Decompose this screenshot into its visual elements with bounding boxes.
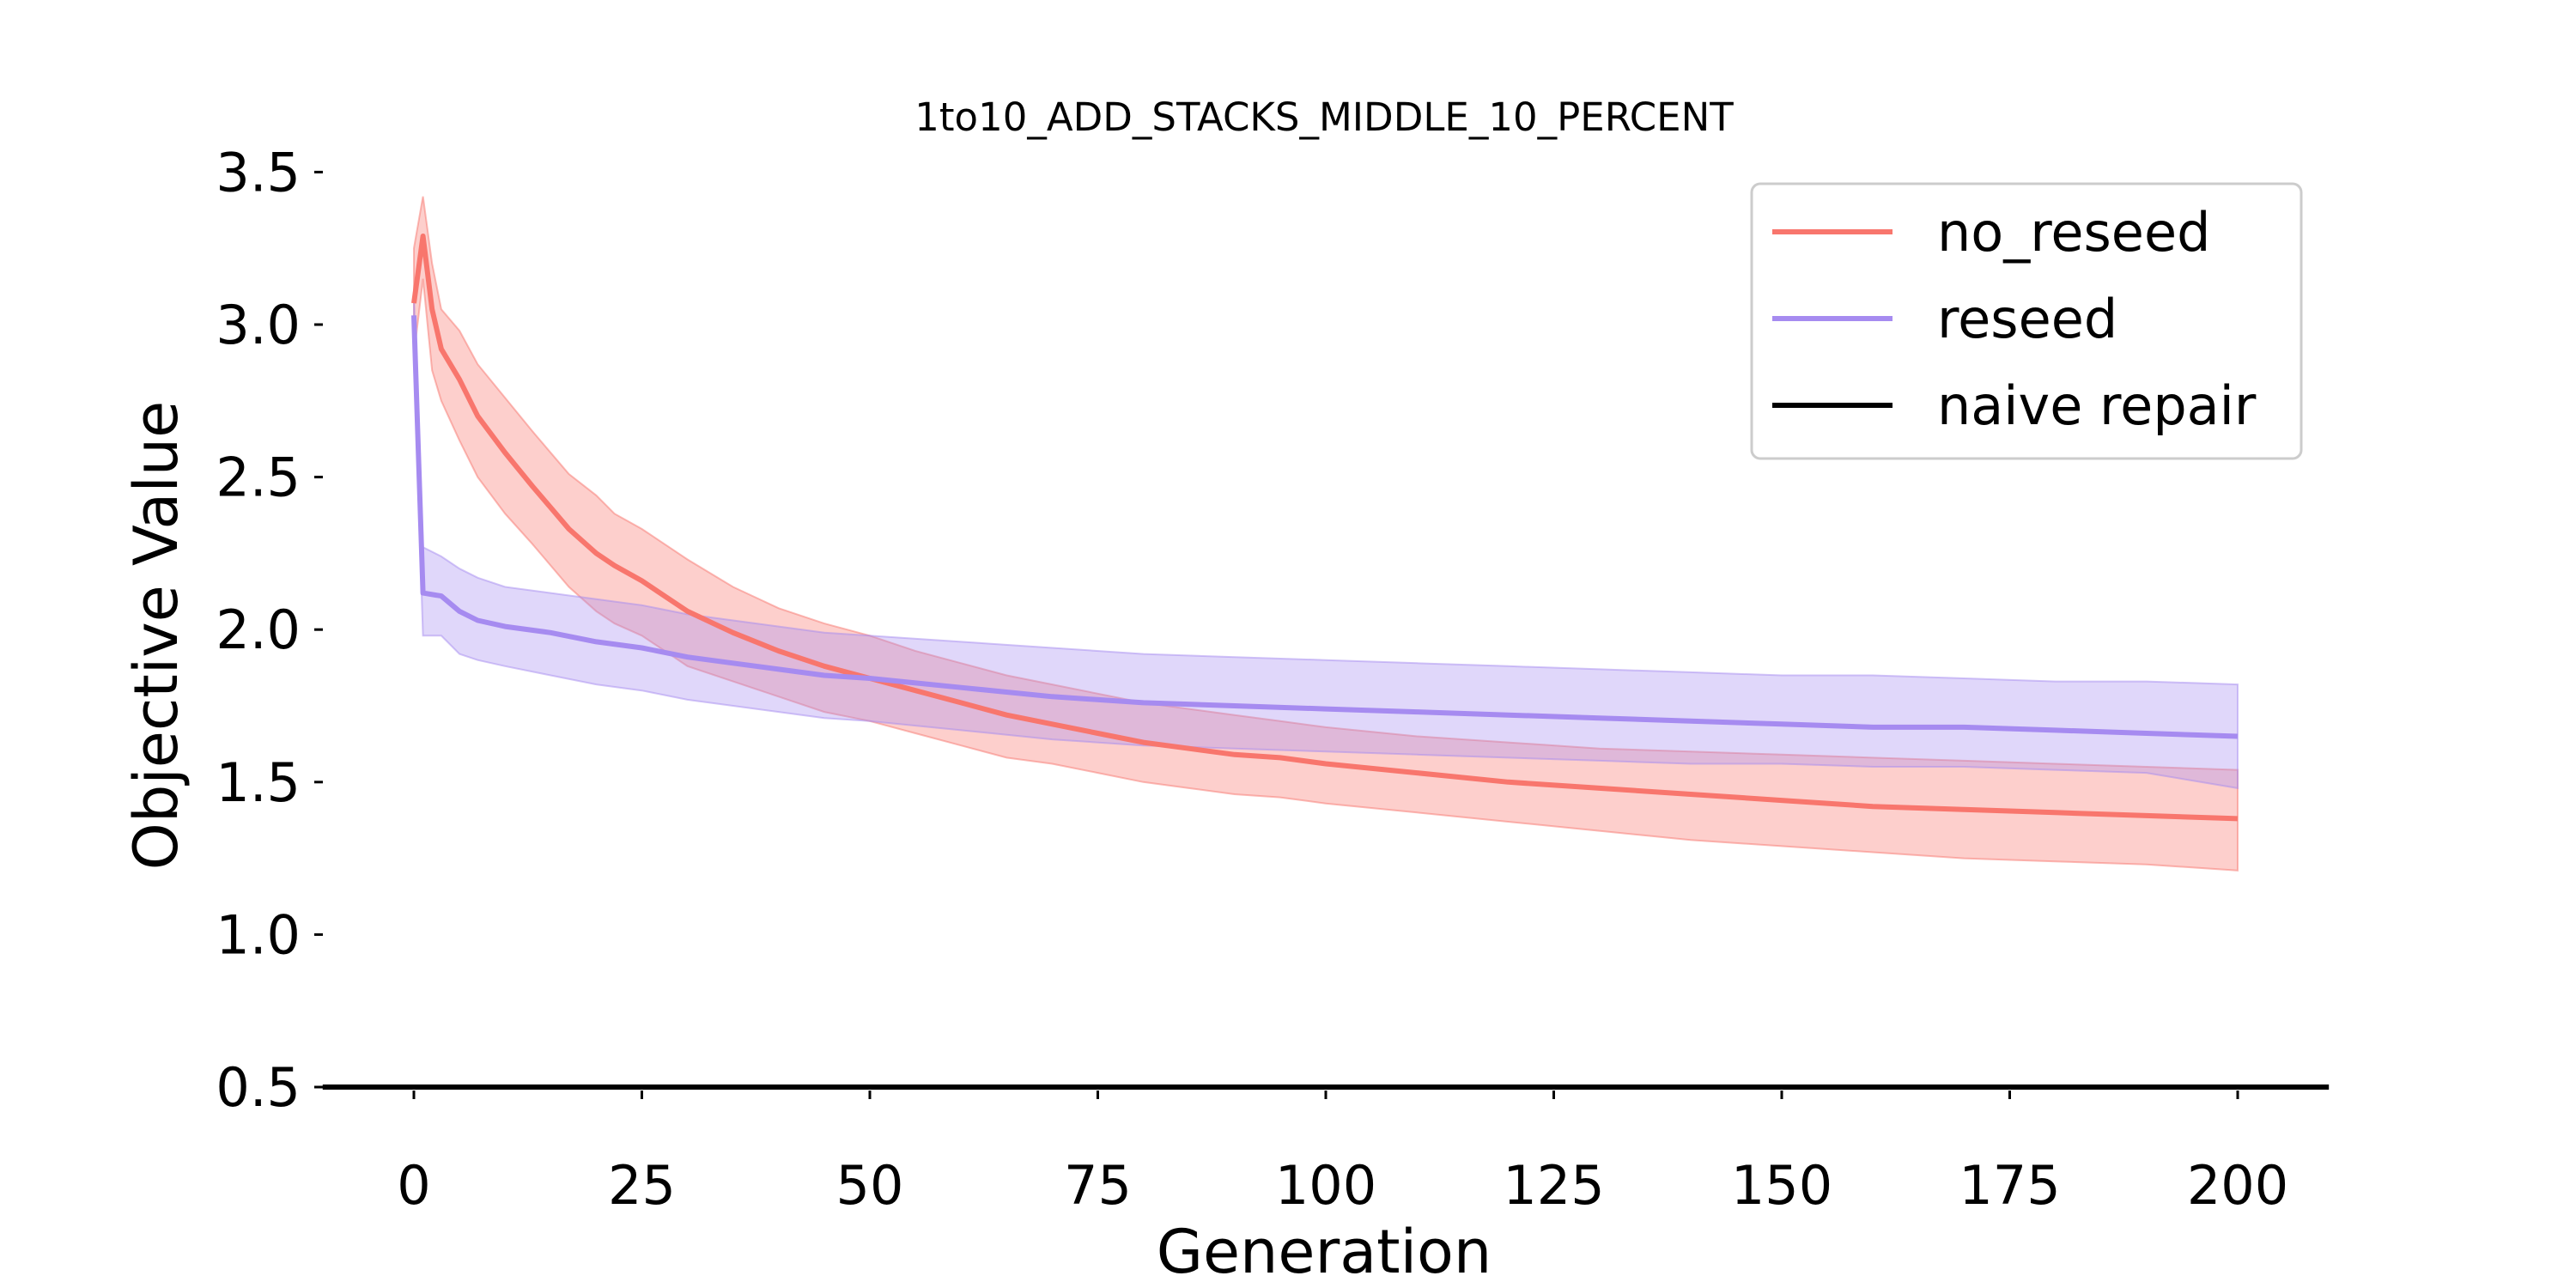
y-tick-label: 1.0 bbox=[216, 903, 301, 966]
x-tick-label: 50 bbox=[836, 1154, 904, 1217]
y-tick-label: 3.0 bbox=[216, 294, 301, 356]
x-tick-label: 150 bbox=[1731, 1154, 1832, 1217]
series-band-no-reseed bbox=[413, 196, 2239, 872]
y-tick-label: 0.5 bbox=[216, 1056, 301, 1119]
x-tick-label: 125 bbox=[1503, 1154, 1604, 1217]
series-line-no-reseed bbox=[411, 234, 2239, 822]
x-tick-label: 0 bbox=[397, 1154, 430, 1217]
x-tick-label: 25 bbox=[608, 1154, 676, 1217]
legend-frame bbox=[1750, 182, 2303, 460]
y-tick-label: 1.5 bbox=[216, 751, 301, 814]
y-tick-label: 2.0 bbox=[216, 598, 301, 661]
y-axis-label: Objective Value bbox=[121, 401, 191, 870]
x-tick-label: 200 bbox=[2187, 1154, 2288, 1217]
y-tick-label: 2.5 bbox=[216, 447, 301, 509]
legend-label-naive-repair: naive repair bbox=[1937, 374, 2257, 437]
x-tick-label: 100 bbox=[1275, 1154, 1376, 1217]
legend-label-no-reseed: no_reseed bbox=[1937, 201, 2210, 264]
series-band-reseed bbox=[413, 294, 2239, 790]
x-axis-label: Generation bbox=[1157, 1217, 1492, 1287]
series-line-reseed bbox=[411, 315, 2239, 739]
x-tick-label: 75 bbox=[1064, 1154, 1132, 1217]
x-tick-label: 175 bbox=[1959, 1154, 2060, 1217]
legend-label-reseed: reseed bbox=[1937, 288, 2117, 350]
chart-title: 1to10_ADD_STACKS_MIDDLE_10_PERCENT bbox=[914, 94, 1734, 140]
y-tick-label: 3.5 bbox=[216, 141, 301, 204]
